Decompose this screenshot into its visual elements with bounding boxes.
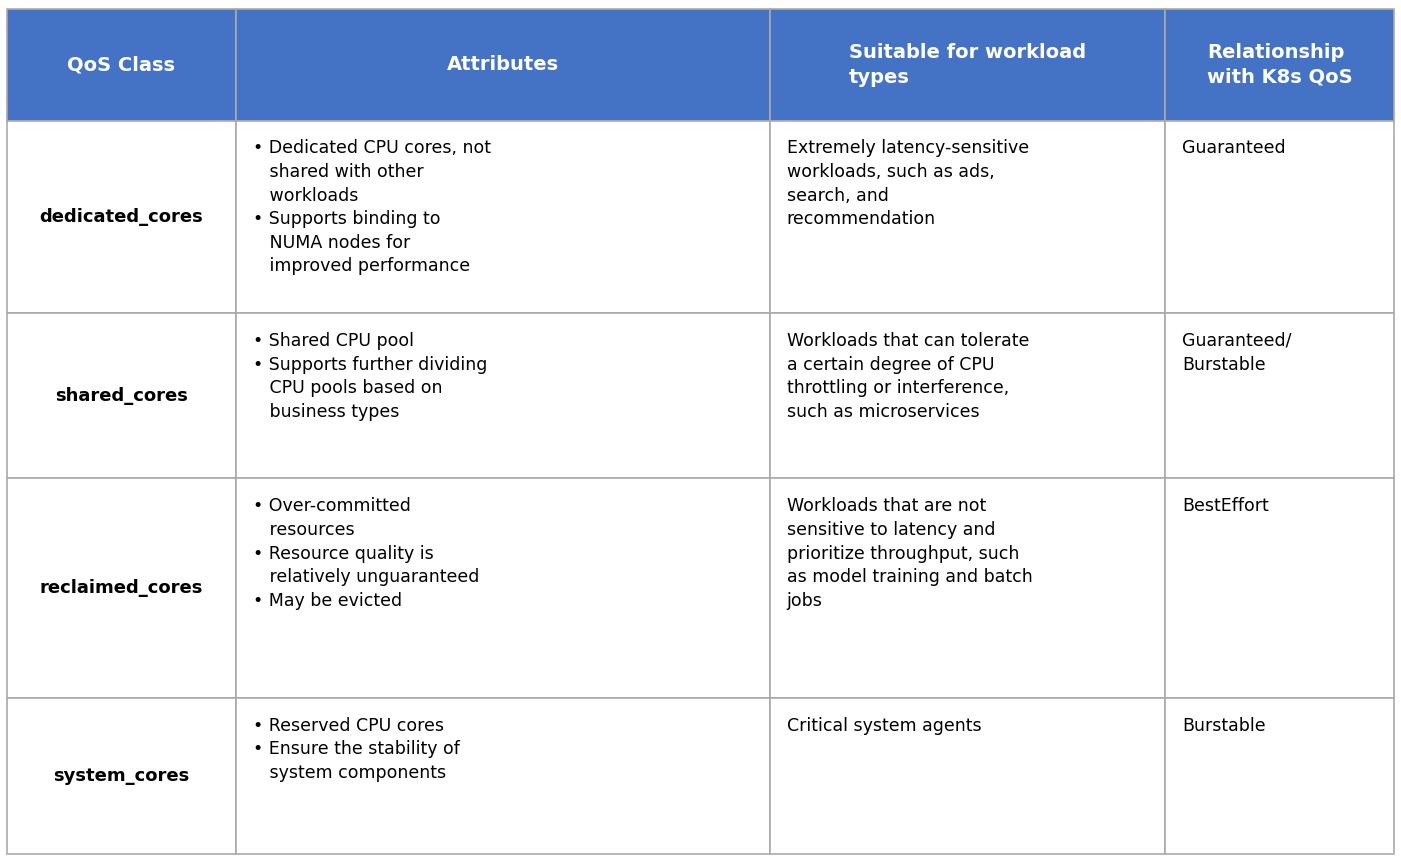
FancyBboxPatch shape: [771, 9, 1166, 121]
Text: reclaimed_cores: reclaimed_cores: [39, 579, 203, 597]
FancyBboxPatch shape: [7, 698, 235, 854]
Text: BestEffort: BestEffort: [1182, 497, 1269, 515]
Text: • Reserved CPU cores
• Ensure the stability of
   system components: • Reserved CPU cores • Ensure the stabil…: [252, 717, 460, 782]
Text: Suitable for workload
types: Suitable for workload types: [849, 42, 1086, 86]
FancyBboxPatch shape: [7, 478, 235, 698]
Text: shared_cores: shared_cores: [55, 387, 188, 405]
Text: Extremely latency-sensitive
workloads, such as ads,
search, and
recommendation: Extremely latency-sensitive workloads, s…: [787, 140, 1028, 229]
FancyBboxPatch shape: [7, 313, 235, 478]
Text: • Over-committed
   resources
• Resource quality is
   relatively unguaranteed
•: • Over-committed resources • Resource qu…: [252, 497, 479, 610]
Text: Workloads that are not
sensitive to latency and
prioritize throughput, such
as m: Workloads that are not sensitive to late…: [787, 497, 1033, 610]
Text: Critical system agents: Critical system agents: [787, 717, 981, 734]
Text: • Dedicated CPU cores, not
   shared with other
   workloads
• Supports binding : • Dedicated CPU cores, not shared with o…: [252, 140, 490, 275]
FancyBboxPatch shape: [235, 698, 771, 854]
FancyBboxPatch shape: [235, 313, 771, 478]
Text: Relationship
with K8s QoS: Relationship with K8s QoS: [1206, 42, 1352, 86]
Text: Workloads that can tolerate
a certain degree of CPU
throttling or interference,
: Workloads that can tolerate a certain de…: [787, 332, 1030, 420]
FancyBboxPatch shape: [1166, 313, 1394, 478]
Text: system_cores: system_cores: [53, 767, 189, 785]
Text: QoS Class: QoS Class: [67, 55, 175, 74]
FancyBboxPatch shape: [7, 9, 235, 121]
FancyBboxPatch shape: [1166, 9, 1394, 121]
Text: Guaranteed: Guaranteed: [1182, 140, 1286, 157]
FancyBboxPatch shape: [771, 313, 1166, 478]
Text: • Shared CPU pool
• Supports further dividing
   CPU pools based on
   business : • Shared CPU pool • Supports further div…: [252, 332, 488, 420]
FancyBboxPatch shape: [1166, 698, 1394, 854]
Text: Attributes: Attributes: [447, 55, 559, 74]
Text: Burstable: Burstable: [1182, 717, 1265, 734]
Text: Guaranteed/
Burstable: Guaranteed/ Burstable: [1182, 332, 1292, 374]
FancyBboxPatch shape: [771, 478, 1166, 698]
FancyBboxPatch shape: [7, 121, 235, 313]
FancyBboxPatch shape: [771, 121, 1166, 313]
Text: dedicated_cores: dedicated_cores: [39, 208, 203, 226]
FancyBboxPatch shape: [1166, 478, 1394, 698]
FancyBboxPatch shape: [235, 121, 771, 313]
FancyBboxPatch shape: [771, 698, 1166, 854]
FancyBboxPatch shape: [1166, 121, 1394, 313]
FancyBboxPatch shape: [235, 9, 771, 121]
FancyBboxPatch shape: [235, 478, 771, 698]
